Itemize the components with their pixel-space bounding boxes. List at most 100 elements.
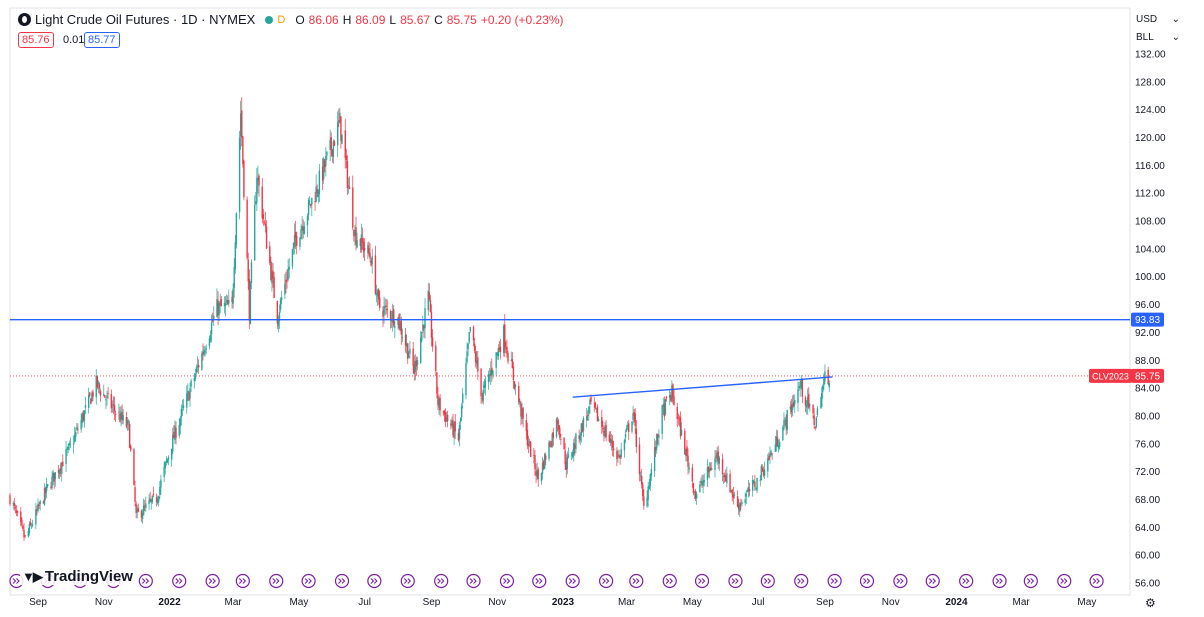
ask-price-button[interactable]: 85.77 <box>84 32 120 48</box>
price-axis[interactable]: 56.00 60.00 64.00 68.00 72.00 76.00 80.00 84.00… <box>1129 8 1166 595</box>
trend-line[interactable] <box>572 376 833 398</box>
event-marker-icon[interactable] <box>1023 573 1038 589</box>
candle-body <box>729 473 731 493</box>
event-marker-icon[interactable] <box>694 573 710 589</box>
event-marker-icon[interactable] <box>599 573 614 589</box>
event-marker-circle <box>367 573 382 589</box>
event-marker-icon[interactable] <box>728 573 743 589</box>
settings-gear-icon[interactable]: ⚙ <box>1145 596 1156 610</box>
candle-body <box>823 378 825 386</box>
event-marker-icon[interactable] <box>434 573 449 589</box>
candle-body <box>590 397 592 402</box>
candle-body <box>429 300 432 313</box>
candle-body <box>235 213 238 245</box>
event-marker-icon[interactable] <box>367 573 382 589</box>
candle-body <box>248 279 251 321</box>
candle-body <box>549 441 551 447</box>
y-tick-label: 68.00 <box>1135 495 1160 506</box>
candle-body <box>574 444 576 449</box>
candle-body <box>688 467 690 470</box>
candle-body <box>89 392 91 397</box>
event-marker-icon[interactable] <box>172 573 187 589</box>
candle-body <box>506 347 508 354</box>
candle-body <box>35 509 37 525</box>
candle-body <box>563 437 565 449</box>
candle-body <box>330 137 332 150</box>
event-marker-icon[interactable] <box>565 573 580 589</box>
event-marker-icon[interactable] <box>760 573 775 589</box>
y-tick-label: 124.00 <box>1135 105 1166 116</box>
tradingview-logo[interactable]: ▼▶ TradingView <box>20 568 135 585</box>
candle-body <box>424 308 426 329</box>
event-marker-circle <box>794 573 809 589</box>
market-status-dot-icon <box>265 15 274 24</box>
candle-body <box>676 407 678 419</box>
symbol-legend[interactable]: Light Crude Oil Futures · 1D · NYMEX D O… <box>18 12 564 27</box>
candle-body <box>670 395 672 401</box>
y-tick-label: 60.00 <box>1135 551 1160 562</box>
candle-body <box>54 472 56 480</box>
candle-body <box>431 337 434 347</box>
candle-body <box>521 408 523 419</box>
candle-body <box>119 413 121 422</box>
event-marker-icon[interactable] <box>334 573 350 589</box>
candle-body <box>736 496 739 507</box>
event-marker-icon[interactable] <box>992 573 1007 589</box>
candle-body <box>702 481 704 487</box>
bid-price-button[interactable]: 85.76 <box>18 32 54 48</box>
event-marker-icon[interactable] <box>499 573 515 589</box>
event-marker-icon[interactable] <box>532 573 547 589</box>
event-marker-icon[interactable] <box>138 573 153 589</box>
event-marker-icon[interactable] <box>827 573 842 589</box>
high-label: H <box>342 12 352 27</box>
event-marker-icon[interactable] <box>925 573 940 589</box>
event-marker-icon[interactable] <box>893 573 908 589</box>
event-marker-icon[interactable] <box>301 573 316 589</box>
event-marker-icon[interactable] <box>859 573 875 589</box>
candle-body <box>775 436 778 447</box>
event-marker-icon[interactable] <box>1057 573 1072 589</box>
event-marker-icon[interactable] <box>205 573 220 589</box>
candle-body <box>133 449 135 485</box>
candle-body <box>225 300 228 303</box>
event-marker-icon[interactable] <box>400 573 415 589</box>
candle-body <box>597 418 600 422</box>
candle-body <box>663 403 666 417</box>
event-marker-icon[interactable] <box>794 573 809 589</box>
tradingview-logo-icon: ▼▶ <box>22 568 43 584</box>
event-marker-icon[interactable] <box>466 573 481 589</box>
candle-body <box>695 493 698 499</box>
event-marker-circle <box>1089 573 1104 589</box>
event-marker-arrow <box>403 578 412 584</box>
currency-select[interactable]: USD ⌄ <box>1136 14 1188 25</box>
candle-body <box>687 455 689 467</box>
event-marker-icon[interactable] <box>662 573 677 589</box>
symbol-title[interactable]: Light Crude Oil Futures · 1D · NYMEX <box>35 12 256 27</box>
candle-body <box>570 454 573 456</box>
candle-body <box>673 396 675 406</box>
candle-body <box>575 433 577 450</box>
drawings[interactable]: 93.83 CLV2023 85.75 <box>10 312 1164 398</box>
unit-select[interactable]: BLL ⌄ <box>1136 32 1188 43</box>
open-label: O <box>295 12 305 27</box>
event-marker-icon[interactable] <box>959 573 974 589</box>
time-axis[interactable]: Sep Nov 2022 Mar May Jul Sep Nov 2023 Mar May Jul Se… <box>9 7 1131 608</box>
candle-body <box>560 438 562 440</box>
event-marker-icon[interactable] <box>1089 573 1104 589</box>
candle-body <box>770 451 772 456</box>
event-marker-icon[interactable] <box>269 573 284 589</box>
candle-body <box>586 416 588 421</box>
candle-body <box>361 237 364 243</box>
candle-body <box>407 343 409 360</box>
candle-body <box>120 411 122 420</box>
candle-body <box>285 280 287 283</box>
candle-body <box>752 480 754 491</box>
event-marker-circle <box>893 573 908 589</box>
event-marker-icon[interactable] <box>235 573 250 589</box>
event-marker-icon[interactable] <box>629 573 644 589</box>
candle-body <box>293 234 296 247</box>
candle-body <box>140 511 143 518</box>
candle-body <box>717 451 719 462</box>
candle-body <box>210 322 213 335</box>
